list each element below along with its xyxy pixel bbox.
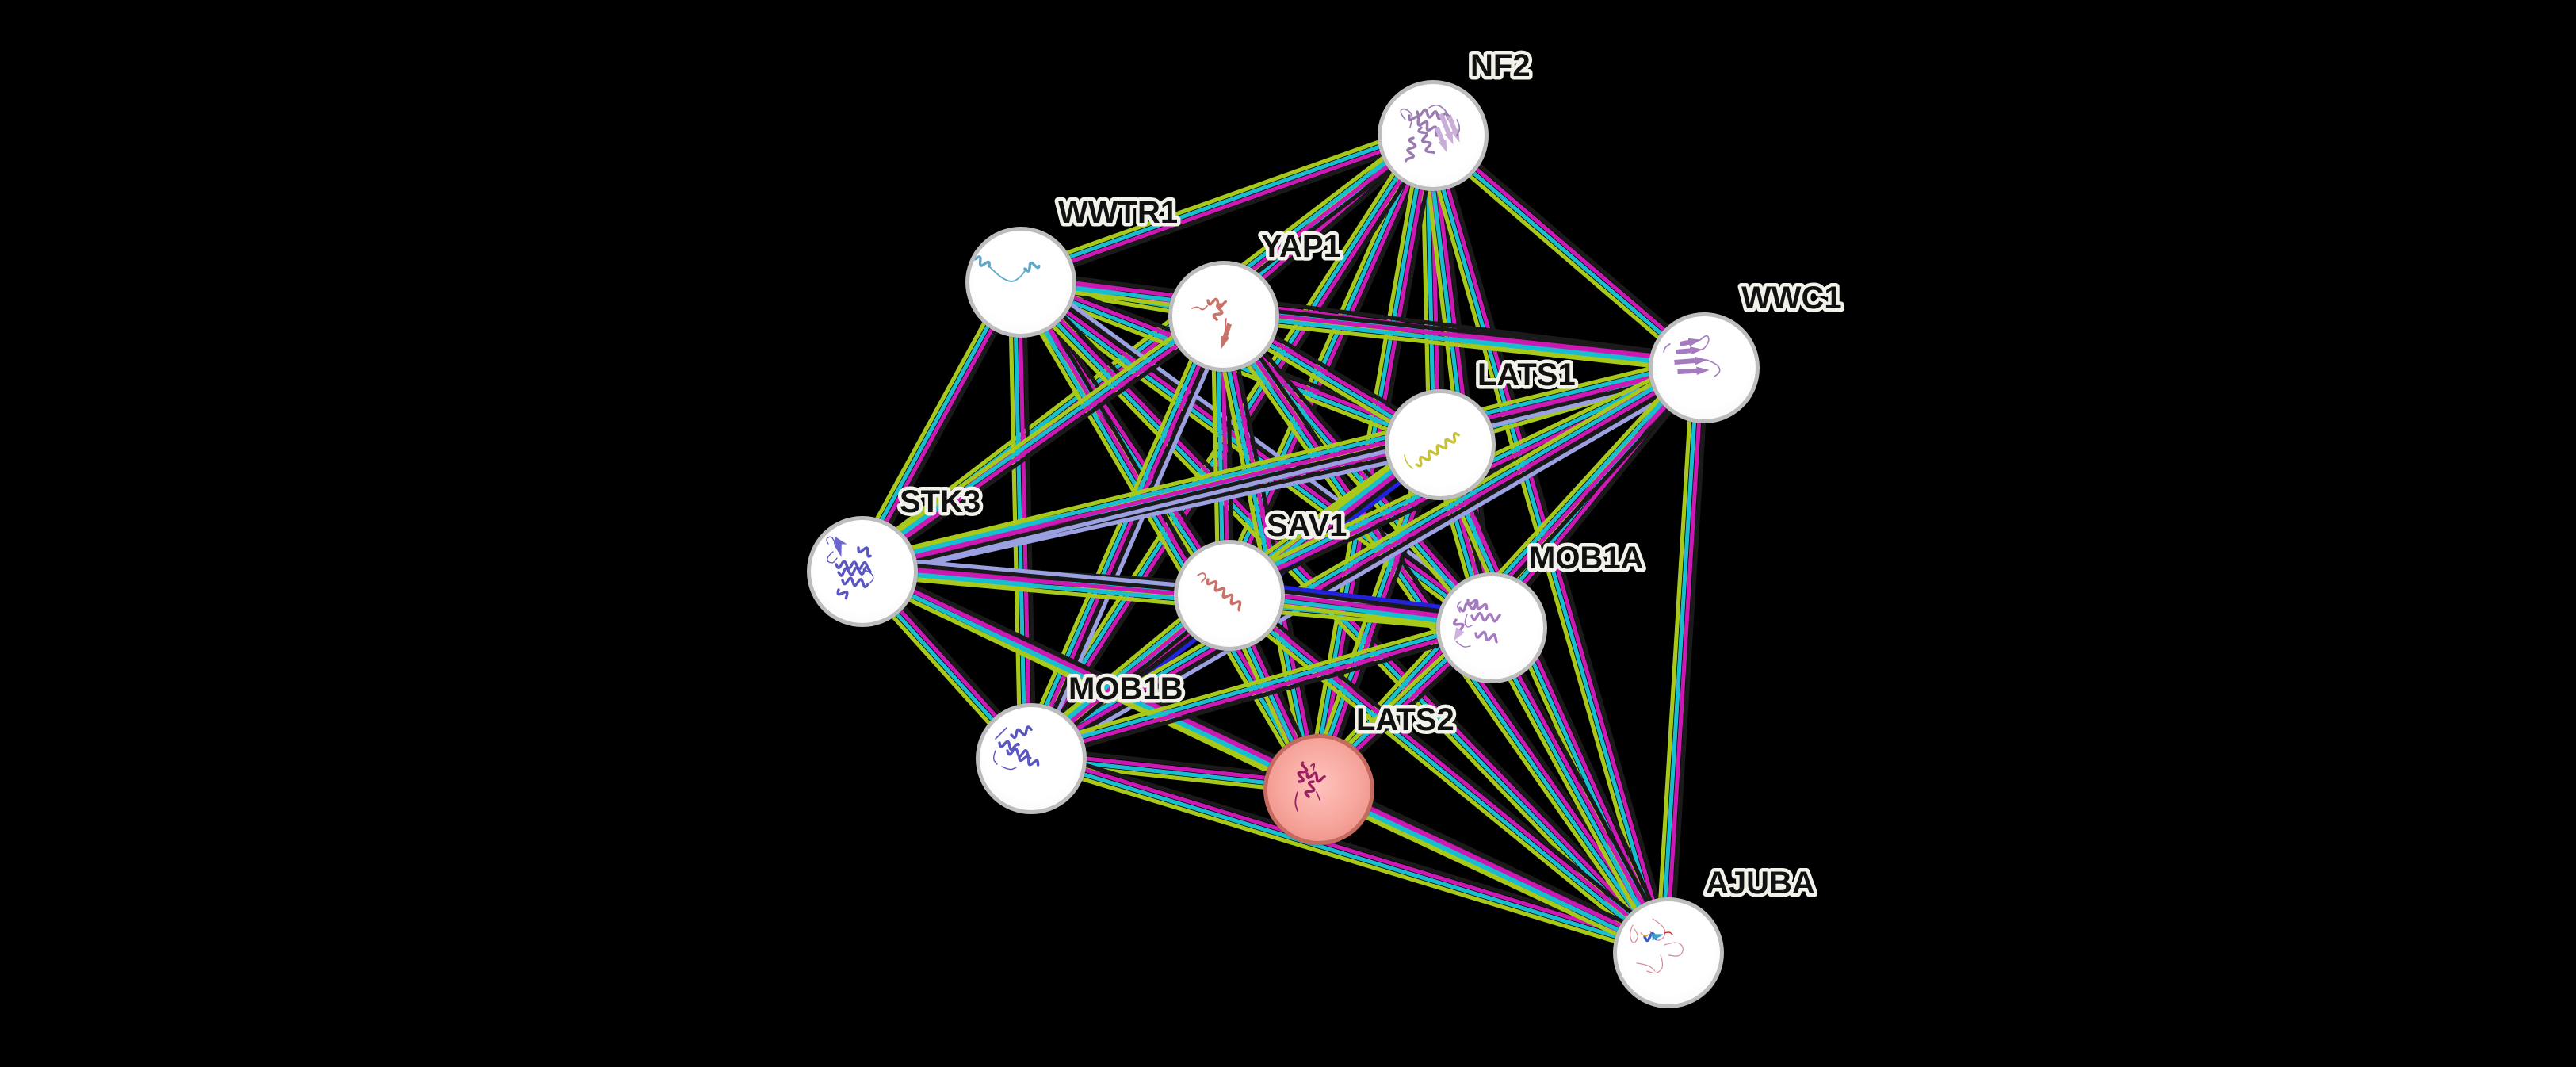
svg-text:SAV1: SAV1 [1267,508,1347,543]
svg-text:MOB1A: MOB1A [1529,541,1643,576]
svg-text:WWTR1: WWTR1 [1058,195,1178,230]
svg-text:YAP1: YAP1 [1261,229,1341,264]
svg-text:WWC1: WWC1 [1741,281,1842,316]
svg-text:STK3: STK3 [900,484,980,519]
svg-text:NF2: NF2 [1470,48,1531,83]
svg-text:LATS2: LATS2 [1356,702,1454,737]
svg-text:LATS1: LATS1 [1477,358,1576,392]
svg-text:MOB1B: MOB1B [1068,671,1183,706]
svg-text:AJUBA: AJUBA [1706,866,1815,901]
